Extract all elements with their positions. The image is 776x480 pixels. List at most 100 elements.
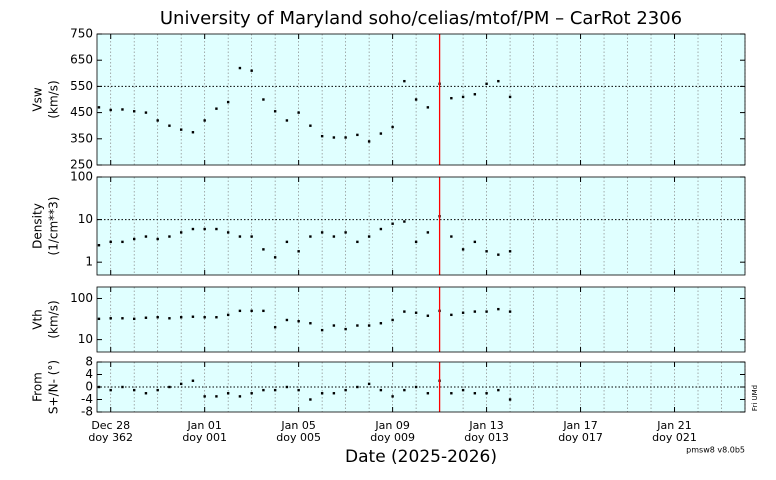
data-point	[403, 310, 406, 313]
y-axis-label: From	[31, 372, 45, 402]
data-point	[285, 119, 289, 122]
data-point	[273, 326, 277, 329]
data-point	[156, 316, 159, 319]
y-tick-label: 550	[70, 79, 93, 93]
y-tick-label: 100	[70, 170, 93, 184]
data-point	[285, 385, 289, 389]
data-point	[450, 235, 453, 238]
data-point	[121, 385, 124, 389]
data-point	[426, 106, 430, 109]
data-point	[414, 385, 418, 389]
y-tick-label: -8	[81, 405, 93, 419]
data-point	[473, 310, 477, 313]
y-tick-label: 450	[70, 105, 93, 119]
data-point	[250, 69, 253, 72]
side-note: Fri UMd	[751, 385, 759, 411]
y-tick-label: 10	[78, 212, 93, 226]
data-point	[356, 324, 359, 327]
data-point	[238, 235, 242, 238]
data-point	[297, 388, 300, 392]
data-point	[273, 110, 277, 113]
data-point	[332, 392, 336, 395]
data-point	[485, 82, 488, 85]
y-axis-label: Vsw	[31, 87, 45, 111]
plot-background	[97, 34, 745, 165]
data-point	[485, 310, 488, 313]
data-point	[156, 237, 159, 241]
data-point	[473, 392, 477, 395]
data-point	[215, 107, 218, 110]
plot-frame	[96, 33, 746, 166]
data-point	[497, 307, 500, 311]
data-point	[391, 125, 394, 129]
data-point	[215, 227, 218, 231]
data-point	[356, 240, 359, 244]
data-point	[497, 79, 500, 83]
data-point	[97, 317, 101, 321]
y-tick-label: 10	[78, 332, 93, 346]
data-point	[226, 392, 230, 395]
data-point	[179, 231, 183, 234]
data-point	[391, 395, 394, 398]
x-tick-label: doy 005	[276, 431, 321, 444]
x-tick-label: doy 362	[88, 431, 133, 444]
data-point	[250, 235, 253, 238]
data-point	[508, 250, 512, 253]
data-point	[367, 324, 371, 327]
data-point	[179, 128, 183, 131]
x-tick-label: doy 021	[652, 431, 697, 444]
y-tick-label: 100	[70, 291, 93, 305]
x-tick-label: doy 001	[182, 431, 227, 444]
y-axis-label: (km/s)	[47, 300, 61, 338]
data-point	[461, 95, 465, 99]
data-point	[320, 328, 324, 332]
y-tick-label: 750	[70, 27, 93, 41]
data-point	[309, 235, 312, 238]
version-note: pmsw8 v8.0b5	[686, 446, 745, 455]
data-point	[203, 395, 206, 398]
data-point	[379, 227, 383, 231]
data-point	[262, 309, 265, 313]
data-point	[226, 313, 230, 317]
y-tick-label: 250	[70, 158, 93, 172]
y-tick-label: 350	[70, 131, 93, 145]
data-point	[238, 66, 242, 70]
data-point	[344, 136, 347, 139]
data-point	[414, 98, 418, 101]
data-point	[414, 240, 418, 244]
data-point	[168, 385, 171, 389]
x-tick-label: Jan 09	[374, 419, 409, 432]
data-point	[215, 395, 218, 398]
data-point	[285, 318, 289, 322]
data-point	[226, 231, 230, 234]
data-point	[450, 392, 453, 395]
data-point	[297, 111, 300, 114]
data-point	[262, 248, 265, 251]
data-point	[238, 395, 242, 398]
y-axis-label: (1/cm**3)	[47, 197, 61, 256]
data-point	[426, 392, 430, 395]
data-point	[297, 250, 300, 253]
data-point	[414, 311, 418, 314]
y-tick-label: 1	[85, 255, 93, 269]
data-point	[121, 108, 124, 111]
data-point	[132, 388, 136, 392]
data-point	[144, 316, 148, 319]
y-axis-label: S+/N- (°)	[47, 360, 61, 414]
data-point	[238, 309, 242, 313]
data-point	[168, 235, 171, 238]
data-point	[497, 253, 500, 256]
data-point	[250, 392, 253, 395]
data-point	[168, 124, 171, 127]
data-point	[403, 79, 406, 83]
data-point	[508, 95, 512, 99]
data-point	[144, 392, 148, 395]
data-point	[109, 388, 112, 392]
y-tick-label: -4	[81, 392, 93, 406]
data-point	[168, 317, 171, 320]
y-tick-label: 650	[70, 53, 93, 67]
data-point	[332, 324, 336, 327]
data-point	[297, 320, 300, 323]
data-point	[285, 240, 289, 244]
